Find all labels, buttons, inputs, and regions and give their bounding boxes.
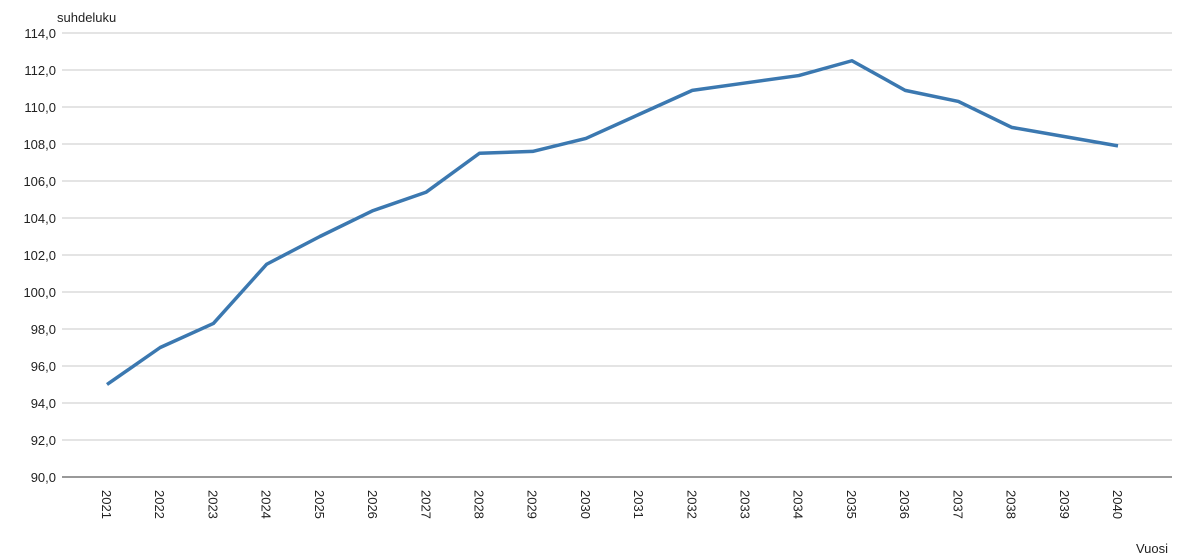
y-tick-label: 104,0	[23, 211, 56, 226]
x-tick-label: 2028	[471, 490, 486, 519]
x-tick-label: 2039	[1057, 490, 1072, 519]
y-axis-title: suhdeluku	[57, 10, 116, 25]
x-tick-label: 2029	[525, 490, 540, 519]
y-tick-label: 90,0	[31, 470, 56, 485]
x-tick-label: 2035	[844, 490, 859, 519]
x-tick-label: 2033	[738, 490, 753, 519]
x-tick-label: 2037	[950, 490, 965, 519]
data-line	[106, 59, 1119, 386]
x-tick-label: 2025	[312, 490, 327, 519]
x-tick-label: 2038	[1004, 490, 1019, 519]
y-tick-label: 94,0	[31, 396, 56, 411]
x-axis-title: Vuosi	[1136, 541, 1168, 556]
y-tick-label: 102,0	[23, 248, 56, 263]
y-tick-label: 92,0	[31, 433, 56, 448]
x-tick-label: 2021	[99, 490, 114, 519]
x-tick-label: 2036	[897, 490, 912, 519]
y-tick-label: 100,0	[23, 285, 56, 300]
x-tick-label: 2031	[631, 490, 646, 519]
y-tick-label: 110,0	[24, 100, 56, 115]
x-tick-label: 2040	[1110, 490, 1125, 519]
y-tick-label: 106,0	[23, 174, 56, 189]
y-tick-label: 98,0	[31, 322, 56, 337]
x-tick-label: 2026	[365, 490, 380, 519]
y-tick-label: 112,0	[24, 63, 56, 78]
x-tick-label: 2032	[684, 490, 699, 519]
x-tick-label: 2024	[259, 490, 274, 519]
x-tick-label: 2027	[418, 490, 433, 519]
x-tick-label: 2023	[205, 490, 220, 519]
x-tick-label: 2030	[578, 490, 593, 519]
y-tick-label: 96,0	[31, 359, 56, 374]
y-tick-label: 114,0	[24, 26, 56, 41]
x-tick-label: 2034	[791, 490, 806, 519]
y-tick-label: 108,0	[23, 137, 56, 152]
x-tick-label: 2022	[152, 490, 167, 519]
